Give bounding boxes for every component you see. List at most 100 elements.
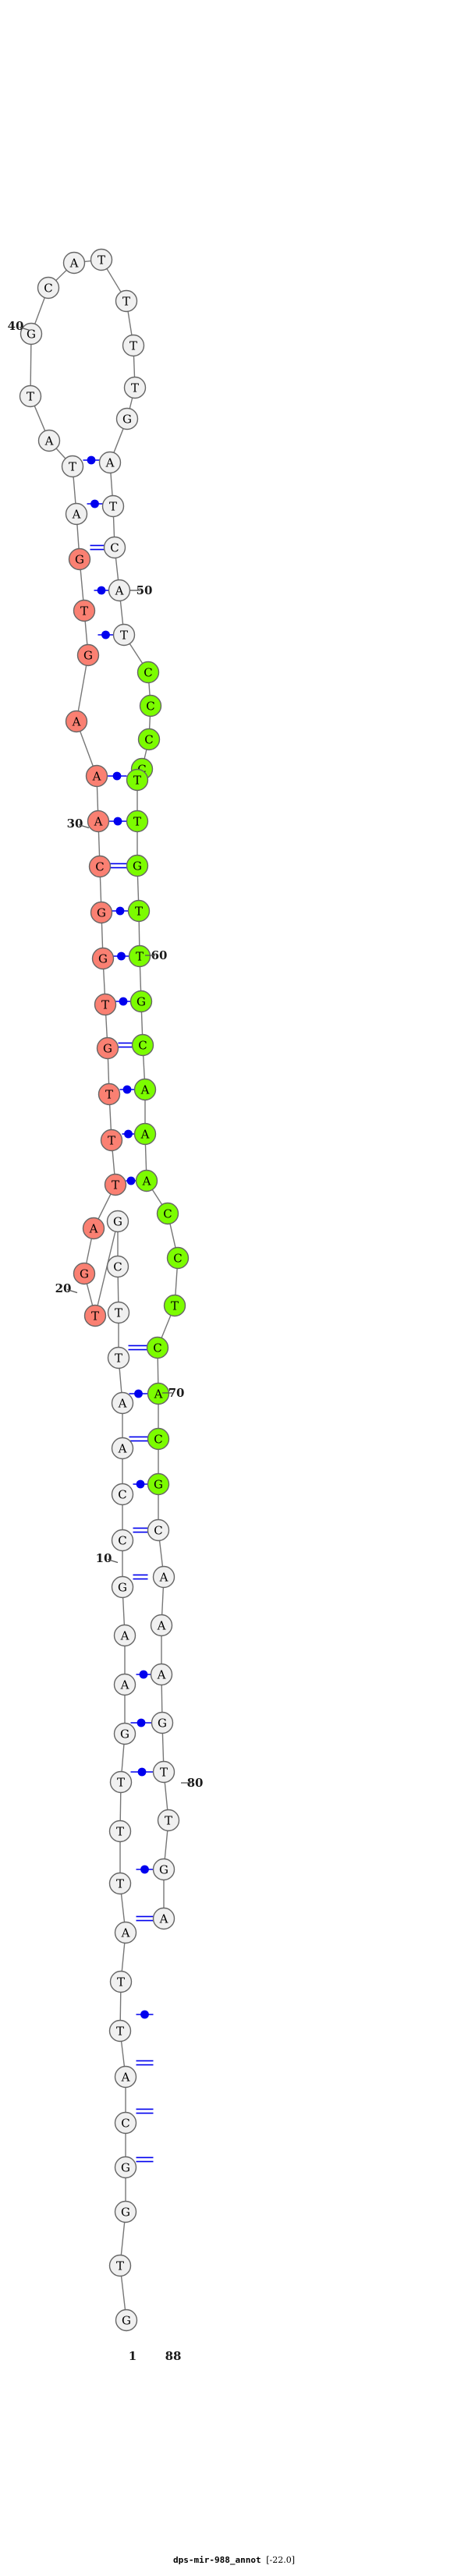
nucleotide-node[interactable]: G xyxy=(106,1210,129,1233)
nucleotide-circle[interactable] xyxy=(135,1169,158,1192)
nucleotide-node[interactable]: A xyxy=(150,1614,173,1637)
nucleotide-circle[interactable] xyxy=(111,1529,134,1552)
nucleotide-circle[interactable] xyxy=(152,1565,176,1589)
nucleotide-circle[interactable] xyxy=(104,1173,127,1196)
nucleotide-circle[interactable] xyxy=(107,1346,130,1369)
nucleotide-node[interactable]: C xyxy=(166,1246,190,1270)
nucleotide-circle[interactable] xyxy=(115,407,139,431)
nucleotide-node[interactable]: G xyxy=(91,947,115,970)
nucleotide-node[interactable]: A xyxy=(87,810,110,833)
nucleotide-node[interactable]: G xyxy=(90,901,113,924)
nucleotide-circle[interactable] xyxy=(106,1255,129,1278)
nucleotide-node[interactable]: T xyxy=(73,599,96,622)
nucleotide-node[interactable]: G xyxy=(151,1711,174,1734)
nucleotide-circle[interactable] xyxy=(101,494,125,518)
nucleotide-circle[interactable] xyxy=(98,451,122,474)
nucleotide-node[interactable]: T xyxy=(108,2254,132,2277)
nucleotide-circle[interactable] xyxy=(166,1246,190,1270)
nucleotide-circle[interactable] xyxy=(113,1624,136,1647)
nucleotide-circle[interactable] xyxy=(152,1907,176,1930)
nucleotide-node[interactable]: A xyxy=(85,764,108,788)
nucleotide-node[interactable]: T xyxy=(128,944,151,968)
nucleotide-node[interactable]: G xyxy=(115,2308,138,2332)
nucleotide-node[interactable]: T xyxy=(122,334,145,357)
nucleotide-node[interactable]: T xyxy=(107,1346,130,1369)
nucleotide-circle[interactable] xyxy=(94,993,117,1016)
nucleotide-node[interactable]: A xyxy=(114,1921,137,1944)
nucleotide-circle[interactable] xyxy=(108,1819,132,1843)
nucleotide-node[interactable]: C xyxy=(136,661,160,684)
nucleotide-circle[interactable] xyxy=(147,1472,170,1496)
nucleotide-node[interactable]: A xyxy=(150,1663,173,1686)
nucleotide-circle[interactable] xyxy=(114,2065,137,2089)
nucleotide-circle[interactable] xyxy=(111,1437,134,1460)
nucleotide-node[interactable]: G xyxy=(96,1036,119,1060)
nucleotide-node[interactable]: T xyxy=(108,1819,132,1843)
nucleotide-node[interactable]: T xyxy=(152,1760,176,1784)
nucleotide-circle[interactable] xyxy=(65,710,88,733)
nucleotide-circle[interactable] xyxy=(82,1217,105,1240)
nucleotide-node[interactable]: T xyxy=(109,1770,133,1794)
nucleotide-circle[interactable] xyxy=(90,248,113,271)
nucleotide-node[interactable]: T xyxy=(163,1294,186,1317)
nucleotide-circle[interactable] xyxy=(150,1614,173,1637)
nucleotide-node[interactable]: C xyxy=(146,1336,169,1359)
nucleotide-circle[interactable] xyxy=(91,947,115,970)
nucleotide-circle[interactable] xyxy=(85,764,108,788)
nucleotide-node[interactable]: C xyxy=(111,1483,134,1506)
nucleotide-node[interactable]: A xyxy=(111,1437,134,1460)
nucleotide-node[interactable]: C xyxy=(147,1427,170,1451)
nucleotide-circle[interactable] xyxy=(83,1304,107,1327)
nucleotide-circle[interactable] xyxy=(123,376,147,399)
nucleotide-node[interactable]: G xyxy=(152,1858,176,1881)
nucleotide-node[interactable]: A xyxy=(98,451,122,474)
nucleotide-circle[interactable] xyxy=(115,289,138,313)
nucleotide-node[interactable]: A xyxy=(37,429,61,452)
nucleotide-circle[interactable] xyxy=(73,1262,96,1285)
nucleotide-circle[interactable] xyxy=(90,901,113,924)
nucleotide-node[interactable]: C xyxy=(147,1518,170,1542)
nucleotide-circle[interactable] xyxy=(88,855,112,878)
nucleotide-node[interactable]: T xyxy=(61,455,84,478)
nucleotide-circle[interactable] xyxy=(136,661,160,684)
nucleotide-circle[interactable] xyxy=(37,429,61,452)
nucleotide-circle[interactable] xyxy=(113,1722,136,1745)
nucleotide-circle[interactable] xyxy=(111,1575,134,1599)
nucleotide-circle[interactable] xyxy=(106,1210,129,1233)
nucleotide-node[interactable]: G xyxy=(147,1472,170,1496)
nucleotide-node[interactable]: C xyxy=(111,1529,134,1552)
nucleotide-circle[interactable] xyxy=(115,2308,138,2332)
nucleotide-node[interactable]: A xyxy=(113,1673,136,1696)
nucleotide-circle[interactable] xyxy=(114,1921,137,1944)
nucleotide-circle[interactable] xyxy=(147,1382,170,1405)
nucleotide-circle[interactable] xyxy=(112,623,136,647)
nucleotide-circle[interactable] xyxy=(111,1483,134,1506)
nucleotide-circle[interactable] xyxy=(126,768,149,792)
nucleotide-node[interactable]: C xyxy=(88,855,112,878)
nucleotide-node[interactable]: G xyxy=(111,1575,134,1599)
nucleotide-circle[interactable] xyxy=(87,810,110,833)
nucleotide-node[interactable]: G xyxy=(114,2156,137,2179)
nucleotide-circle[interactable] xyxy=(76,643,100,667)
nucleotide-node[interactable]: T xyxy=(104,1173,127,1196)
nucleotide-circle[interactable] xyxy=(129,990,153,1013)
nucleotide-circle[interactable] xyxy=(103,536,126,559)
nucleotide-node[interactable]: T xyxy=(115,289,138,313)
nucleotide-circle[interactable] xyxy=(108,579,131,602)
nucleotide-node[interactable]: T xyxy=(100,1129,123,1152)
nucleotide-circle[interactable] xyxy=(150,1663,173,1686)
nucleotide-node[interactable]: G xyxy=(68,547,91,571)
nucleotide-circle[interactable] xyxy=(122,334,145,357)
nucleotide-circle[interactable] xyxy=(127,899,151,923)
nucleotide-circle[interactable] xyxy=(152,1760,176,1784)
nucleotide-circle[interactable] xyxy=(61,455,84,478)
nucleotide-circle[interactable] xyxy=(100,1129,123,1152)
nucleotide-circle[interactable] xyxy=(137,728,161,751)
nucleotide-circle[interactable] xyxy=(146,1336,169,1359)
nucleotide-node[interactable]: A xyxy=(108,579,131,602)
nucleotide-circle[interactable] xyxy=(73,599,96,622)
nucleotide-circle[interactable] xyxy=(111,1391,134,1415)
nucleotide-node[interactable]: C xyxy=(37,276,60,299)
nucleotide-node[interactable]: T xyxy=(94,993,117,1016)
nucleotide-circle[interactable] xyxy=(133,1078,157,1101)
